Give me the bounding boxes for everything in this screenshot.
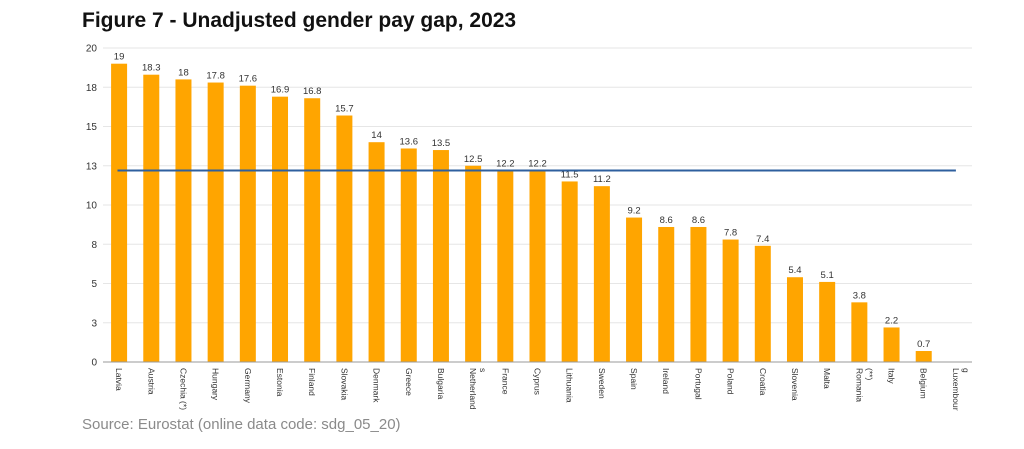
x-tick-label: g — [961, 368, 971, 373]
value-label: 7.4 — [756, 234, 769, 245]
value-label: 18.3 — [142, 63, 161, 74]
x-tick-label: Sweden — [597, 368, 607, 399]
bar — [786, 277, 803, 362]
value-label: 5.4 — [788, 265, 801, 276]
x-tick-label: Finland — [307, 368, 317, 396]
bar — [626, 217, 643, 362]
y-tick-label: 20 — [86, 44, 98, 55]
x-tick-label: Malta — [822, 368, 832, 389]
bar — [143, 74, 160, 362]
bar — [819, 281, 836, 362]
y-tick-label: 3 — [91, 318, 97, 329]
bar — [239, 85, 256, 363]
value-label: 13.5 — [432, 138, 451, 149]
value-label: 16.9 — [271, 85, 290, 96]
x-tick-label: s — [478, 368, 488, 372]
y-tick-label: 18 — [86, 83, 98, 94]
x-tick-label: Ireland — [661, 368, 671, 394]
x-tick-label: Portugal — [693, 368, 703, 400]
x-tick-label: Slovenia — [790, 368, 800, 401]
x-tick-label: Latvia — [114, 368, 124, 391]
bar — [368, 142, 385, 362]
value-label: 17.6 — [239, 74, 258, 85]
x-tick-label: Croatia — [758, 368, 768, 396]
y-axis-ticks: 0 3 5 8 10 13 15 18 20 — [86, 44, 98, 369]
value-label: 5.1 — [821, 270, 834, 281]
value-label: 9.2 — [627, 206, 640, 217]
x-tick-label: Czechia (*) — [178, 368, 188, 410]
x-tick-label: Estonia — [275, 368, 285, 397]
bar — [207, 82, 224, 362]
x-axis-ticks: Latvia Austria Czechia (*) Hungary Germany Es… — [114, 368, 971, 411]
y-tick-label: 5 — [91, 279, 97, 290]
bar — [754, 245, 771, 362]
chart-title: Figure 7 - Unadjusted gender pay gap, 20… — [82, 9, 517, 32]
bar — [497, 170, 514, 362]
bar — [561, 181, 578, 362]
x-tick-label: Lithuania — [565, 368, 575, 403]
bar — [915, 351, 932, 362]
value-label: 8.6 — [692, 215, 705, 226]
value-label: 19 — [114, 52, 125, 63]
bar — [658, 226, 675, 362]
value-label: 15.7 — [335, 104, 354, 115]
x-tick-label: Belgium — [919, 368, 929, 399]
value-label: 8.6 — [660, 215, 673, 226]
bar — [851, 302, 868, 362]
x-tick-label: Luxembour — [951, 368, 961, 411]
x-tick-label: Spain — [629, 368, 639, 390]
y-tick-label: 10 — [86, 201, 98, 212]
x-tick-label: France — [500, 368, 510, 395]
value-label: 11.2 — [593, 174, 611, 185]
bar — [690, 226, 707, 362]
y-tick-label: 0 — [91, 358, 97, 369]
x-tick-label: Poland — [726, 368, 736, 395]
bar — [175, 79, 192, 363]
bar — [272, 96, 289, 363]
value-label: 12.2 — [528, 158, 547, 169]
x-tick-label: Denmark — [372, 368, 382, 403]
bar — [465, 165, 482, 362]
x-tick-label: Bulgaria — [436, 368, 446, 399]
value-label: 13.6 — [400, 136, 419, 147]
source-note: Source: Eurostat (online data code: sdg_… — [82, 416, 401, 433]
y-tick-label: 15 — [86, 122, 98, 133]
value-label: 3.8 — [853, 290, 866, 301]
x-tick-label: Germany — [243, 368, 253, 404]
bar — [432, 150, 449, 362]
bar — [336, 115, 353, 362]
x-tick-label: Cyprus — [533, 368, 543, 395]
value-label: 11.5 — [561, 169, 579, 180]
y-tick-label: 8 — [91, 240, 97, 251]
bar — [111, 63, 128, 362]
bar — [722, 239, 739, 362]
value-label: 18 — [178, 67, 189, 78]
value-label: 14 — [371, 130, 382, 141]
x-tick-label: Romania — [854, 368, 864, 402]
x-tick-label: Italy — [887, 368, 897, 384]
x-tick-label: Netherland — [468, 368, 478, 410]
bar — [593, 186, 610, 362]
value-labels: 19 18.3 18 17.8 17.6 16.9 16.8 15.7 14 13.6 13.5 12… — [114, 52, 931, 350]
bar — [304, 98, 321, 363]
x-tick-label: Greece — [404, 368, 414, 396]
x-tick-label: Slovakia — [339, 368, 349, 400]
bar — [883, 327, 900, 362]
x-tick-label: (**) — [864, 368, 874, 380]
value-label: 0.7 — [917, 339, 930, 350]
x-tick-label: Austria — [146, 368, 156, 395]
value-label: 2.2 — [885, 315, 898, 326]
value-label: 12.2 — [496, 158, 515, 169]
value-label: 17.8 — [206, 71, 225, 82]
bars — [111, 63, 932, 363]
x-tick-label: Hungary — [211, 368, 221, 401]
bar — [400, 148, 417, 362]
y-tick-label: 13 — [86, 161, 98, 172]
value-label: 12.5 — [464, 154, 483, 165]
bar — [529, 170, 546, 362]
value-label: 16.8 — [303, 86, 322, 97]
value-label: 7.8 — [724, 228, 737, 239]
